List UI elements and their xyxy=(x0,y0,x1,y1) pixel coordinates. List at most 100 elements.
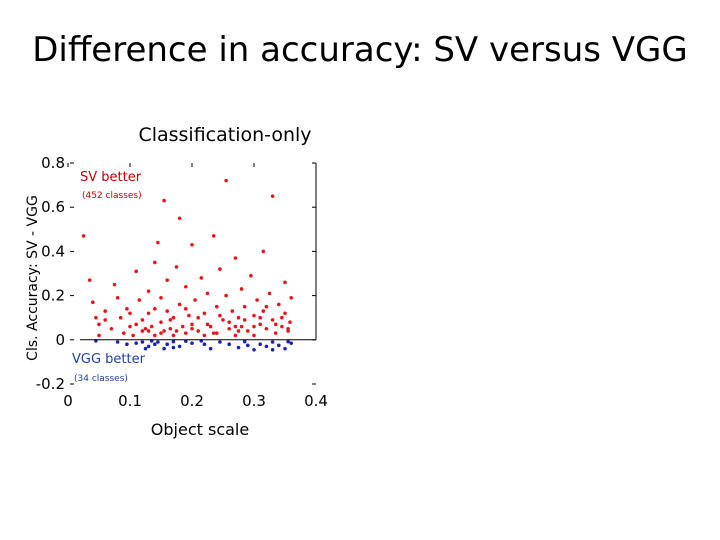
sv-point xyxy=(153,333,157,338)
sv-point xyxy=(125,307,129,311)
vgg-point xyxy=(208,346,213,351)
x-tick-label: 0.1 xyxy=(118,392,142,410)
sv-point xyxy=(97,333,101,338)
vgg-point xyxy=(277,343,281,348)
vgg-point xyxy=(242,339,247,344)
sv-point xyxy=(258,315,263,320)
sv-point xyxy=(270,318,275,322)
slide-title: Difference in accuracy: SV versus VGG xyxy=(32,30,688,70)
sv-point xyxy=(205,291,210,296)
vgg-point xyxy=(258,342,263,347)
sv-point xyxy=(283,311,287,316)
sv-point xyxy=(190,242,194,247)
sv-point xyxy=(115,296,120,300)
sv-point xyxy=(236,315,241,320)
sv-point xyxy=(233,324,238,329)
vgg-point xyxy=(177,344,182,349)
x-tick-label: 0.4 xyxy=(304,392,328,410)
sv-point xyxy=(211,331,216,335)
sv-point xyxy=(112,282,117,287)
sv-point xyxy=(239,287,244,291)
sv-point xyxy=(122,331,126,335)
vgg-point xyxy=(252,347,256,352)
vgg-point xyxy=(140,340,145,344)
sv-point xyxy=(233,333,238,338)
sv-point xyxy=(162,198,166,203)
sv-point xyxy=(118,315,123,320)
sv-point xyxy=(261,309,266,313)
sv-point xyxy=(97,322,101,327)
sv-point xyxy=(205,322,210,327)
sv-point xyxy=(249,273,253,278)
sv-point xyxy=(165,309,169,313)
vgg-point xyxy=(165,342,169,347)
sv-point xyxy=(174,329,179,333)
vgg-better-annotation: VGG better xyxy=(72,352,145,367)
sv-point xyxy=(218,267,222,271)
sv-better-annotation: SV better xyxy=(80,170,142,185)
sv-point xyxy=(162,329,166,333)
x-tick-label: 0.2 xyxy=(180,392,204,410)
sv-point xyxy=(246,329,250,333)
y-axis-label: Cls. Accuracy: SV - VGG xyxy=(25,195,41,361)
sv-point xyxy=(87,278,92,282)
sv-point xyxy=(146,311,151,316)
sv-point xyxy=(184,331,188,335)
sv-count-annotation: (452 classes) xyxy=(82,191,142,201)
sv-point xyxy=(242,304,247,309)
vgg-point xyxy=(236,345,241,350)
sv-point xyxy=(159,296,163,300)
sv-point xyxy=(280,324,284,329)
sv-point xyxy=(146,289,151,293)
vgg-point xyxy=(190,341,194,345)
sv-point xyxy=(264,304,269,309)
sv-point xyxy=(168,326,173,331)
vgg-point xyxy=(289,341,294,345)
sv-point xyxy=(103,318,107,322)
sv-point xyxy=(171,315,176,320)
sv-point xyxy=(187,313,191,318)
vgg-point xyxy=(246,343,250,348)
sv-point xyxy=(218,313,222,318)
sv-point xyxy=(208,324,213,329)
sv-point xyxy=(134,269,138,274)
sv-point xyxy=(81,234,86,238)
sv-point xyxy=(149,324,154,329)
y-tick-label: 0.4 xyxy=(41,242,65,260)
sv-point xyxy=(261,249,266,254)
sv-point xyxy=(94,315,98,320)
y-tick-label: 0.8 xyxy=(41,154,65,172)
vgg-point xyxy=(162,346,166,351)
sv-point xyxy=(273,331,278,335)
sv-point xyxy=(165,278,169,282)
sv-point xyxy=(131,333,135,338)
sv-point xyxy=(224,178,228,183)
sv-point xyxy=(255,298,259,302)
sv-point xyxy=(153,307,157,311)
points-layer xyxy=(81,178,294,352)
sv-point xyxy=(140,318,145,322)
sv-point xyxy=(168,318,173,322)
sv-point xyxy=(211,234,216,238)
sv-point xyxy=(215,304,219,309)
vgg-point xyxy=(218,340,222,344)
sv-point xyxy=(288,320,292,324)
x-axis-label: Object scale xyxy=(150,420,250,439)
sv-point xyxy=(252,324,256,329)
sv-point xyxy=(193,298,197,302)
sv-point xyxy=(280,315,284,320)
sv-point xyxy=(190,326,194,331)
sv-point xyxy=(283,280,287,285)
sv-point xyxy=(227,326,231,331)
vgg-point xyxy=(115,340,120,344)
sv-point xyxy=(196,315,200,320)
vgg-point xyxy=(134,341,138,345)
vgg-count-annotation: (34 classes) xyxy=(74,374,128,384)
sv-point xyxy=(143,326,148,331)
sv-point xyxy=(153,260,157,265)
sv-point xyxy=(103,309,107,313)
vgg-point xyxy=(125,342,129,347)
sv-point xyxy=(286,326,290,331)
sv-point xyxy=(267,291,272,296)
